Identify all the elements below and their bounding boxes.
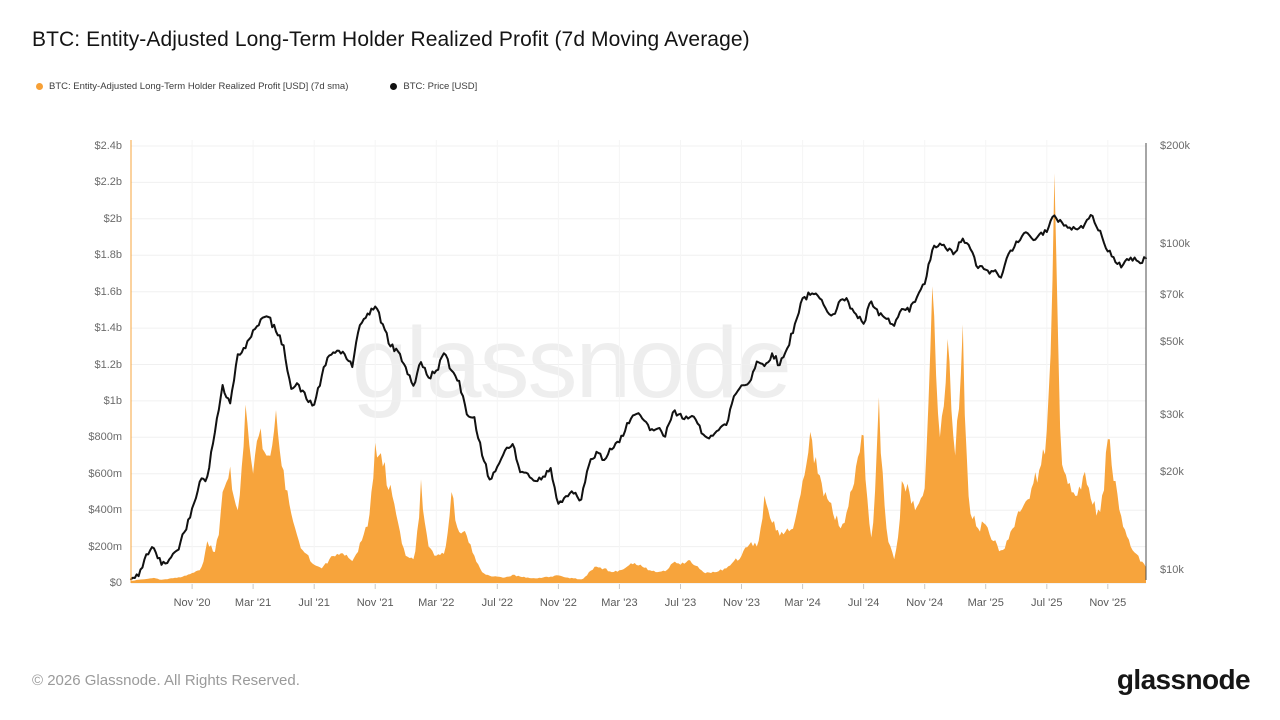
right-axis-tick-label: $30k [1160,408,1184,421]
right-axis-tick-label: $100k [1160,238,1190,251]
right-axis-tick-label: $50k [1160,336,1184,349]
profit-area-series [131,173,1146,584]
x-axis-tick-label: Nov '23 [723,597,760,609]
x-axis-tick-label: Nov '21 [356,597,394,609]
page-title: BTC: Entity-Adjusted Long-Term Holder Re… [32,28,750,51]
x-axis-tick-label: Mar '23 [601,597,638,609]
legend-item-price[interactable]: BTC: Price [USD] [390,81,477,92]
legend-label-price: BTC: Price [USD] [403,81,478,92]
x-axis-tick-label: Mar '22 [418,597,455,609]
left-axis-tick-label: $1b [103,394,122,407]
left-axis-tick-label: $2.4b [94,140,122,152]
right-axis-tick-label: $10k [1160,564,1184,577]
x-axis-tick-label: Mar '25 [967,597,1004,609]
left-axis-tick-label: $2.2b [94,176,122,189]
profit-series-dot-icon [36,83,43,90]
legend-label-realized-profit: BTC: Entity-Adjusted Long-Term Holder Re… [49,81,349,92]
left-axis-tick-label: $2b [103,212,122,225]
price-line-series [130,214,1147,581]
x-axis-tick-label: Jul '23 [664,597,697,609]
x-axis-tick-label: Jul '22 [481,597,514,609]
price-series-dot-icon [390,83,398,90]
left-axis-tick-label: $400m [88,504,122,517]
left-axis-tick-label: $0 [109,577,122,589]
glassnode-logo: glassnode [1116,664,1251,695]
x-axis-tick-label: Mar '21 [234,597,272,609]
x-axis-tick-label: Nov '22 [539,597,577,609]
legend-item-realized-profit[interactable]: BTC: Entity-Adjusted Long-Term Holder Re… [36,81,348,92]
left-axis-tick-label: $1.2b [94,358,122,371]
chart-plot-area[interactable] [131,140,1146,583]
left-axis-tick-label: $1.4b [94,322,122,335]
left-axis-tick-label: $1.8b [94,249,122,262]
right-axis-tick-label: $70k [1160,288,1184,301]
x-axis-tick-label: Mar '24 [784,597,821,609]
x-axis-tick-label: Nov '25 [1089,597,1127,609]
left-axis-tick-label: $800m [88,431,122,444]
left-axis-tick-label: $200m [88,540,122,553]
legend: BTC: Entity-Adjusted Long-Term Holder Re… [36,81,477,92]
left-axis-tick-label: $600m [88,467,122,480]
x-axis-tick-label: Jul '25 [1031,597,1063,609]
right-axis-tick-label: $20k [1160,466,1184,479]
glassnode-watermark: glassnode [352,306,792,421]
x-axis-tick-label: Jul '21 [298,597,330,609]
chart-canvas [130,140,1147,589]
x-axis-tick-label: Nov '20 [173,597,211,609]
left-axis-tick-label: $1.6b [94,285,122,298]
x-axis-tick-label: Nov '24 [906,597,944,609]
copyright-text: © 2026 Glassnode. All Rights Reserved. [32,672,300,689]
x-axis-tick-label: Jul '24 [847,597,880,609]
right-axis-tick-label: $200k [1160,140,1190,152]
